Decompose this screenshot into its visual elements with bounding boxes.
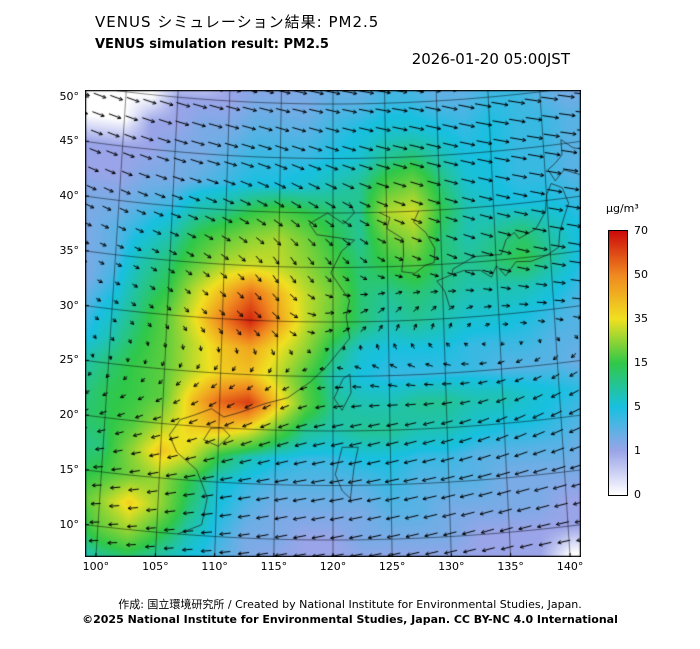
map-plot-area	[85, 90, 581, 557]
colorbar-tick-label: 15	[634, 356, 648, 369]
lon-tick-label: 110°	[201, 560, 228, 573]
lon-tick-label: 135°	[497, 560, 524, 573]
colorbar-tick-label: 1	[634, 444, 641, 457]
colorbar-tick-label: 5	[634, 400, 641, 413]
colorbar-tick-label: 70	[634, 224, 648, 237]
colorbar-tick-labels: 70 50 35 15 5 1 0	[634, 224, 674, 501]
lon-tick-label: 140°	[556, 560, 584, 573]
lat-tick-label: 15°	[59, 462, 80, 476]
latitude-axis: 50° 45° 40° 35° 30° 25° 20° 15° 10°	[52, 90, 82, 557]
colorbar-tick-label: 0	[634, 488, 641, 501]
lon-tick-label: 115°	[260, 560, 288, 573]
lat-tick-label: 25°	[59, 353, 80, 367]
simulation-timestamp: 2026-01-20 05:00JST	[411, 50, 570, 68]
page-title-english: VENUS simulation result: PM2.5	[95, 37, 329, 52]
lon-tick-label: 120°	[319, 560, 347, 573]
lat-tick-label: 10°	[59, 517, 80, 531]
copyright-line: ©2025 National Institute for Environment…	[82, 613, 618, 626]
pm25-concentration-map-canvas	[85, 90, 581, 557]
colorbar-unit-label: µg/m³	[606, 202, 639, 215]
lat-tick-label: 45°	[59, 134, 80, 148]
colorbar-tick-label: 35	[634, 312, 648, 325]
lon-tick-label: 100°	[82, 560, 110, 573]
longitude-axis: 100° 105° 110° 115° 120° 125° 130° 135° 140°	[83, 560, 584, 576]
colorbar: µg/m³ 70 50 35 15 5 1 0	[604, 202, 694, 512]
credit-line: 作成: 国立環境研究所 / Created by National Instit…	[118, 598, 582, 611]
colorbar-gradient	[608, 230, 628, 496]
page-title-japanese: VENUS シミュレーション結果: PM2.5	[95, 13, 380, 31]
lon-tick-label: 125°	[378, 560, 406, 573]
lat-tick-label: 40°	[59, 189, 80, 203]
lat-tick-label: 20°	[59, 408, 80, 422]
lon-tick-label: 105°	[142, 560, 169, 573]
lat-tick-label: 30°	[59, 298, 80, 312]
colorbar-tick-label: 50	[634, 268, 648, 281]
lat-tick-label: 50°	[59, 90, 80, 103]
lon-tick-label: 130°	[438, 560, 465, 573]
lat-tick-label: 35°	[59, 243, 80, 257]
